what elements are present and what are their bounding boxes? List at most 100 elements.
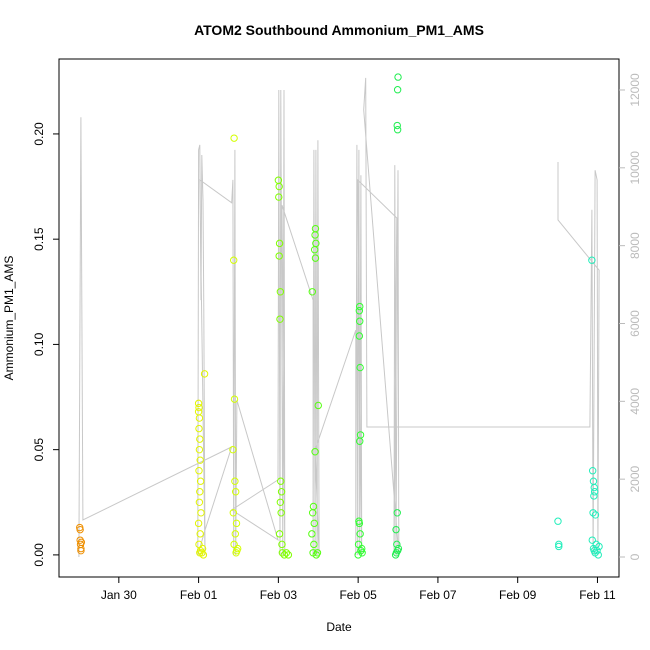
point xyxy=(311,254,320,262)
point xyxy=(232,519,241,528)
point xyxy=(194,408,203,416)
point xyxy=(196,488,204,496)
point xyxy=(230,134,238,142)
point xyxy=(590,546,598,555)
x-tick-label: Feb 11 xyxy=(579,588,616,602)
point xyxy=(277,509,285,517)
point xyxy=(195,403,203,412)
point xyxy=(393,509,401,517)
point xyxy=(311,448,319,456)
point xyxy=(230,395,239,403)
point xyxy=(355,307,364,315)
y2-tick-label: 2000 xyxy=(628,465,642,492)
point xyxy=(77,546,85,555)
point xyxy=(229,509,238,517)
point xyxy=(231,530,239,538)
point xyxy=(232,549,240,557)
point xyxy=(590,492,598,500)
y-tick-label: 0.00 xyxy=(32,543,46,567)
y-axis-label: Ammonium_PM1_AMS xyxy=(2,256,16,381)
point xyxy=(358,549,366,557)
point xyxy=(282,549,291,557)
x-tick-label: Feb 05 xyxy=(339,588,377,602)
y2-tick-label: 12000 xyxy=(628,73,642,107)
point xyxy=(195,424,203,433)
point xyxy=(276,498,285,506)
point xyxy=(76,525,84,534)
x-tick-label: Feb 09 xyxy=(499,588,537,602)
point xyxy=(231,477,239,485)
point xyxy=(195,414,204,422)
y2-tick-label: 6000 xyxy=(628,310,642,337)
point xyxy=(393,126,402,134)
chart-title: ATOM2 Southbound Ammonium_PM1_AMS xyxy=(194,22,484,38)
point xyxy=(594,551,602,559)
point xyxy=(356,317,364,325)
point xyxy=(195,445,204,454)
point xyxy=(588,536,596,544)
altitude-line xyxy=(78,77,600,558)
point xyxy=(196,456,204,464)
point xyxy=(194,399,203,408)
point xyxy=(277,477,285,485)
point xyxy=(199,551,208,559)
point xyxy=(394,73,402,81)
point xyxy=(589,509,597,517)
point xyxy=(356,437,364,445)
point xyxy=(77,538,86,546)
y-tick-label: 0.05 xyxy=(32,438,46,462)
point xyxy=(198,549,206,557)
point xyxy=(314,401,322,410)
point xyxy=(284,551,293,559)
y2-tick-label: 10000 xyxy=(628,151,642,185)
point xyxy=(195,467,203,475)
point xyxy=(311,231,319,239)
point xyxy=(394,544,403,553)
y-tick-label: 0.20 xyxy=(32,122,46,146)
point xyxy=(313,549,322,557)
point xyxy=(200,370,209,378)
y-tick-label: 0.15 xyxy=(32,227,46,251)
point xyxy=(275,182,283,191)
point xyxy=(276,288,285,296)
point xyxy=(393,121,401,130)
x-axis-label: Date xyxy=(326,620,352,634)
point xyxy=(392,549,401,557)
point xyxy=(593,546,601,555)
point xyxy=(230,256,238,264)
plot-frame xyxy=(58,58,620,578)
x-tick-label: Feb 07 xyxy=(419,588,457,602)
point xyxy=(197,509,205,517)
point xyxy=(356,363,364,372)
point xyxy=(310,540,318,549)
x-tick-label: Feb 01 xyxy=(180,588,218,602)
point xyxy=(196,530,204,538)
point xyxy=(358,544,366,553)
point xyxy=(231,488,240,496)
point xyxy=(275,239,284,248)
point xyxy=(196,435,204,443)
point xyxy=(230,540,238,549)
point xyxy=(555,540,563,549)
x-tick-label: Jan 30 xyxy=(101,588,137,602)
point xyxy=(591,511,600,519)
x-tick-label: Feb 03 xyxy=(260,588,298,602)
point xyxy=(588,467,597,475)
point xyxy=(554,517,562,525)
point xyxy=(275,193,283,201)
point xyxy=(590,483,598,492)
point xyxy=(196,477,205,485)
point xyxy=(354,551,362,559)
point xyxy=(276,315,284,323)
point xyxy=(194,519,203,528)
point xyxy=(233,544,242,553)
point xyxy=(277,488,286,496)
point xyxy=(275,252,283,260)
point xyxy=(588,256,596,264)
point xyxy=(308,530,316,538)
point xyxy=(356,302,364,311)
point xyxy=(392,525,400,534)
point xyxy=(275,530,284,538)
